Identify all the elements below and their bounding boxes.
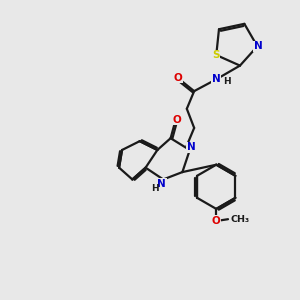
Text: N: N bbox=[158, 179, 166, 189]
Text: O: O bbox=[212, 216, 220, 226]
Text: H: H bbox=[151, 184, 159, 193]
Text: H: H bbox=[223, 77, 230, 86]
Text: CH₃: CH₃ bbox=[231, 215, 250, 224]
Text: O: O bbox=[172, 115, 181, 125]
Text: N: N bbox=[212, 74, 220, 84]
Text: N: N bbox=[187, 142, 196, 152]
Text: N: N bbox=[254, 41, 262, 51]
Text: O: O bbox=[174, 73, 182, 83]
Text: S: S bbox=[212, 50, 219, 60]
